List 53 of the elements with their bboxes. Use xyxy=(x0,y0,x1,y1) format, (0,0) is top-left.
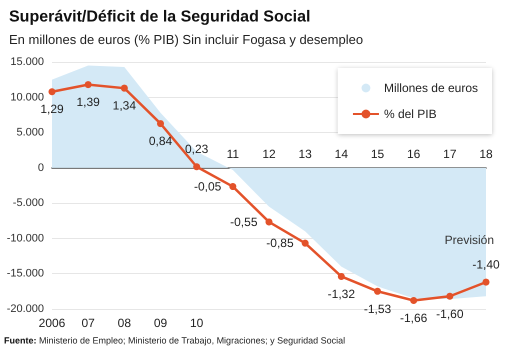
data-label: -1,60 xyxy=(436,306,464,321)
source-note: Fuente: Ministerio de Empleo; Ministerio de Trabajo, Migraciones; y Seguridad Social xyxy=(4,336,346,346)
x-tick-label: 13 xyxy=(298,146,312,161)
data-label: 1,39 xyxy=(76,95,100,110)
point xyxy=(482,278,490,286)
data-label: 1,34 xyxy=(112,98,136,113)
data-label: -0,85 xyxy=(266,236,294,250)
data-label: 0,23 xyxy=(184,142,209,156)
y-tick-label: -5.000 xyxy=(12,197,44,210)
point xyxy=(48,88,56,96)
x-tick-label: 07 xyxy=(81,316,96,330)
data-label: -1,40 xyxy=(472,258,500,272)
point xyxy=(157,120,164,128)
data-label: -0,05 xyxy=(194,180,222,194)
legend-label: Millones de euros xyxy=(384,81,478,95)
point xyxy=(193,163,200,170)
y-tick-label: 10.000 xyxy=(10,91,44,104)
legend-label: % del PIB xyxy=(384,107,437,121)
x-tick-label: 18 xyxy=(479,146,493,161)
x-tick-label: 17 xyxy=(443,146,457,161)
x-tick-label: 09 xyxy=(154,316,168,330)
data-label: -1,66 xyxy=(400,311,428,326)
data-label: -1,32 xyxy=(328,286,356,301)
y-tick-label: -15.000 xyxy=(6,268,44,280)
point xyxy=(338,272,345,280)
annotation: Previsión xyxy=(444,233,494,248)
y-tick-label: 15.000 xyxy=(10,56,44,68)
x-tick-label: 10 xyxy=(190,316,204,330)
x-tick-label: 12 xyxy=(262,146,276,161)
chart-subtitle: En millones de euros (% PIB) Sin incluir Fogasa y desempleo xyxy=(9,32,364,47)
point xyxy=(410,297,418,304)
point xyxy=(120,84,128,92)
x-tick-label: 14 xyxy=(334,146,348,161)
data-label: 1,29 xyxy=(40,102,64,116)
x-tick-label: 11 xyxy=(226,146,240,161)
data-label: 0,84 xyxy=(148,134,172,148)
point xyxy=(374,288,381,295)
x-tick-label: 08 xyxy=(118,316,132,330)
x-tick-label: 16 xyxy=(406,146,421,161)
point xyxy=(302,240,309,247)
point xyxy=(266,218,272,226)
point xyxy=(229,183,236,190)
y-tick-label: -20.000 xyxy=(6,303,44,315)
x-tick-label: 15 xyxy=(370,146,384,161)
y-tick-label: 5.000 xyxy=(16,126,44,139)
data-label: -1,53 xyxy=(364,302,392,316)
x-tick-label: 2006 xyxy=(38,316,66,330)
point xyxy=(84,81,92,88)
y-tick-label: 0 xyxy=(38,162,44,174)
y-tick-label: -10.000 xyxy=(6,232,44,244)
data-label: -0,55 xyxy=(230,214,258,229)
point xyxy=(446,292,454,300)
chart-title: Superávit/Déficit de la Seguridad Social xyxy=(9,8,310,26)
